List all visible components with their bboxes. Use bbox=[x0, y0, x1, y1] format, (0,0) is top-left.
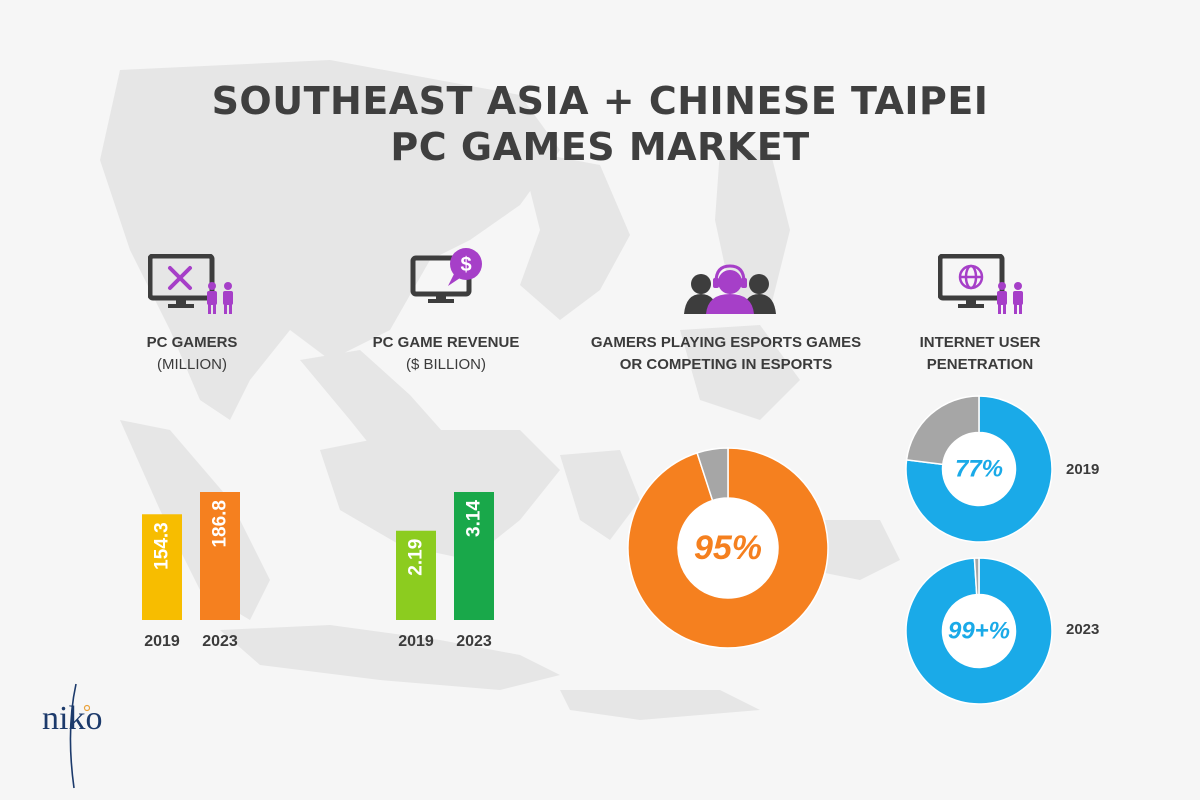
pc-revenue-bar-2023 bbox=[454, 492, 494, 620]
internet-2023-center bbox=[942, 594, 1016, 668]
pc-revenue-year-label-2023: 2023 bbox=[456, 633, 492, 650]
pc-gamers-unit: (MILLION) bbox=[156, 356, 227, 373]
internet-2023-percent-label: 99+% bbox=[948, 618, 1010, 645]
title-line-2: PC GAMES MARKET bbox=[390, 125, 810, 169]
internet-2019-percent-label: 77% bbox=[955, 456, 1003, 483]
esports-title-line-2: OR COMPETING IN ESPORTS bbox=[619, 356, 833, 373]
headset-gamer-group-icon bbox=[684, 264, 776, 314]
pc-gamers-value-label-2023: 186.8 bbox=[210, 500, 231, 548]
pc-gamers-bar-chart: 154.3 2019 186.8 2023 bbox=[142, 492, 240, 650]
niko-logo-swoosh bbox=[69, 683, 90, 789]
monitor-base bbox=[428, 299, 454, 303]
pc-gamers-label: PC GAMERS (MILLION) bbox=[92, 332, 292, 376]
internet-year-label-2019: 2019 bbox=[1066, 461, 1099, 478]
esports-percent-label: 95% bbox=[694, 529, 762, 567]
monitor-with-dollar-bubble-icon: $ bbox=[410, 248, 482, 303]
internet-year-labels: 2019 2023 bbox=[1066, 461, 1099, 638]
monitor-with-globe-and-people-icon bbox=[938, 254, 1023, 314]
internet-year-label-2023: 2023 bbox=[1066, 621, 1099, 638]
pc-gamers-bar-2023 bbox=[200, 492, 240, 620]
esports-label: GAMERS PLAYING ESPORTS GAMES OR COMPETIN… bbox=[576, 332, 876, 376]
monitor-with-swords-and-people-icon bbox=[148, 254, 233, 314]
pc-revenue-bar-2019 bbox=[396, 530, 436, 620]
people bbox=[997, 282, 1023, 314]
pc-revenue-value-label-2023: 3.14 bbox=[464, 500, 485, 537]
internet-2019-donut-chart: 77% bbox=[905, 395, 1053, 543]
niko-logo: niko bbox=[42, 700, 103, 737]
pc-revenue-bar-chart: 2.19 2019 3.14 2023 bbox=[396, 492, 494, 650]
internet-title-line-1: INTERNET USER bbox=[919, 334, 1041, 351]
page-title: SOUTHEAST ASIA + CHINESE TAIPEI PC GAMES… bbox=[0, 78, 1200, 170]
internet-label: INTERNET USER PENETRATION bbox=[880, 332, 1080, 376]
esports-title-line-1: GAMERS PLAYING ESPORTS GAMES bbox=[590, 334, 862, 351]
dollar-sign: $ bbox=[460, 254, 471, 276]
monitor-neck bbox=[966, 298, 976, 305]
monitor-neck bbox=[176, 298, 186, 305]
monitor-base bbox=[168, 304, 194, 308]
internet-2019-center bbox=[942, 432, 1016, 506]
center-gamer bbox=[706, 264, 754, 314]
crossed-swords bbox=[168, 266, 192, 290]
pc-revenue-title: PC GAME REVENUE bbox=[372, 334, 520, 351]
title-line-1: SOUTHEAST ASIA + CHINESE TAIPEI bbox=[211, 79, 989, 123]
dollar-bubble bbox=[450, 248, 482, 280]
esports-donut-chart: 95% bbox=[627, 447, 829, 649]
globe bbox=[958, 264, 984, 290]
people bbox=[207, 282, 233, 314]
internet-title-line-2: PENETRATION bbox=[926, 356, 1034, 373]
pc-gamers-value-label-2019: 154.3 bbox=[152, 522, 173, 570]
pc-gamers-bar-2019 bbox=[142, 514, 182, 620]
esports-center bbox=[678, 498, 778, 598]
monitor-base bbox=[958, 304, 984, 308]
pc-revenue-year-label-2019: 2019 bbox=[398, 633, 434, 650]
monitor-neck bbox=[436, 294, 446, 300]
pc-gamers-year-label-2023: 2023 bbox=[202, 633, 238, 650]
pc-revenue-value-label-2019: 2.19 bbox=[406, 539, 427, 576]
pc-gamers-title: PC GAMERS bbox=[146, 334, 238, 351]
bubble-tail bbox=[448, 274, 460, 286]
internet-2023-donut-chart: 99+% bbox=[905, 557, 1053, 705]
pc-revenue-label: PC GAME REVENUE ($ BILLION) bbox=[346, 332, 546, 376]
pc-gamers-year-label-2019: 2019 bbox=[144, 633, 180, 650]
pc-revenue-unit: ($ BILLION) bbox=[405, 356, 487, 373]
